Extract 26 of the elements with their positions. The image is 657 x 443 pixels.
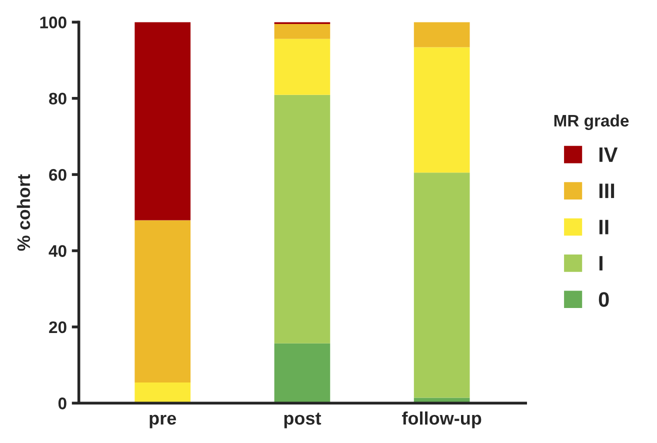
x-tick-label: pre (150, 414, 176, 428)
x-tick-label: follow-up (402, 411, 482, 428)
bar (134, 220, 191, 383)
y-tick-label: 20 (49, 321, 66, 334)
legend-label: III (599, 184, 614, 198)
bar (274, 343, 330, 404)
y-tick-label: 0 (58, 398, 66, 410)
y-tick-label: 100 (40, 16, 66, 28)
bar (414, 172, 470, 398)
legend-label: II (599, 220, 608, 234)
y-tick-label: 80 (49, 92, 66, 105)
legend-label: 0 (598, 292, 609, 307)
y-axis-title: % cohort (16, 174, 30, 251)
y-tick-label: 40 (48, 245, 66, 257)
bar (414, 22, 470, 48)
bar (414, 47, 470, 173)
legend-label: IV (599, 147, 618, 162)
bar (274, 94, 330, 344)
bar (274, 24, 330, 39)
bar (134, 22, 191, 220)
y-tick-label: 60 (49, 168, 66, 181)
x-tick-label: post (284, 412, 322, 428)
bar (134, 382, 191, 404)
legend-title: MR grade (554, 114, 629, 130)
bar (274, 38, 330, 95)
legend-label: I (599, 256, 602, 270)
